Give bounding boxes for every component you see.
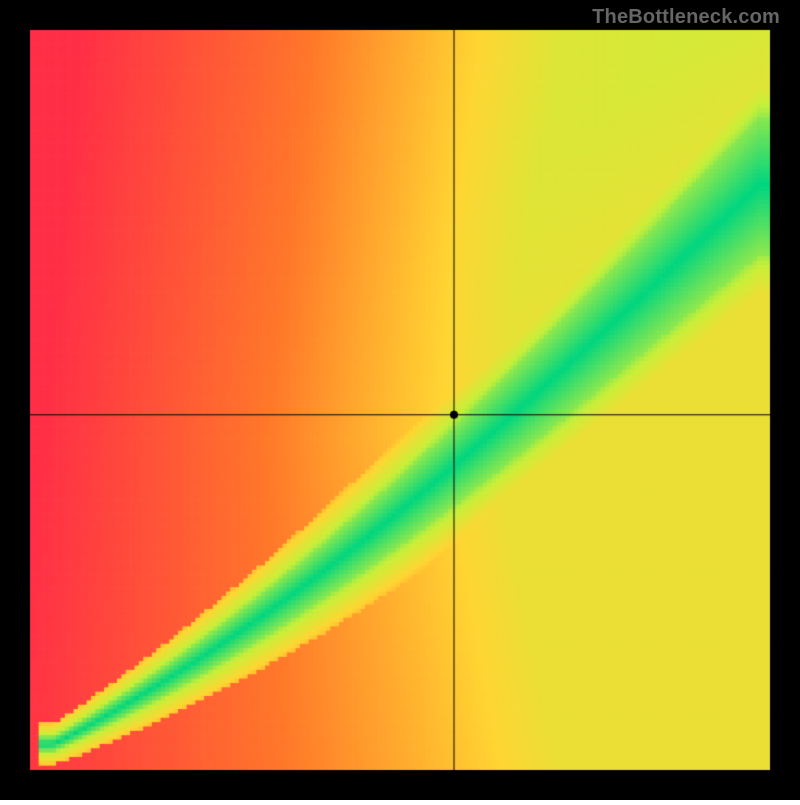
heatmap-canvas [0,0,800,800]
watermark-label: TheBottleneck.com [592,6,780,29]
bottleneck-heatmap: TheBottleneck.com [0,0,800,800]
